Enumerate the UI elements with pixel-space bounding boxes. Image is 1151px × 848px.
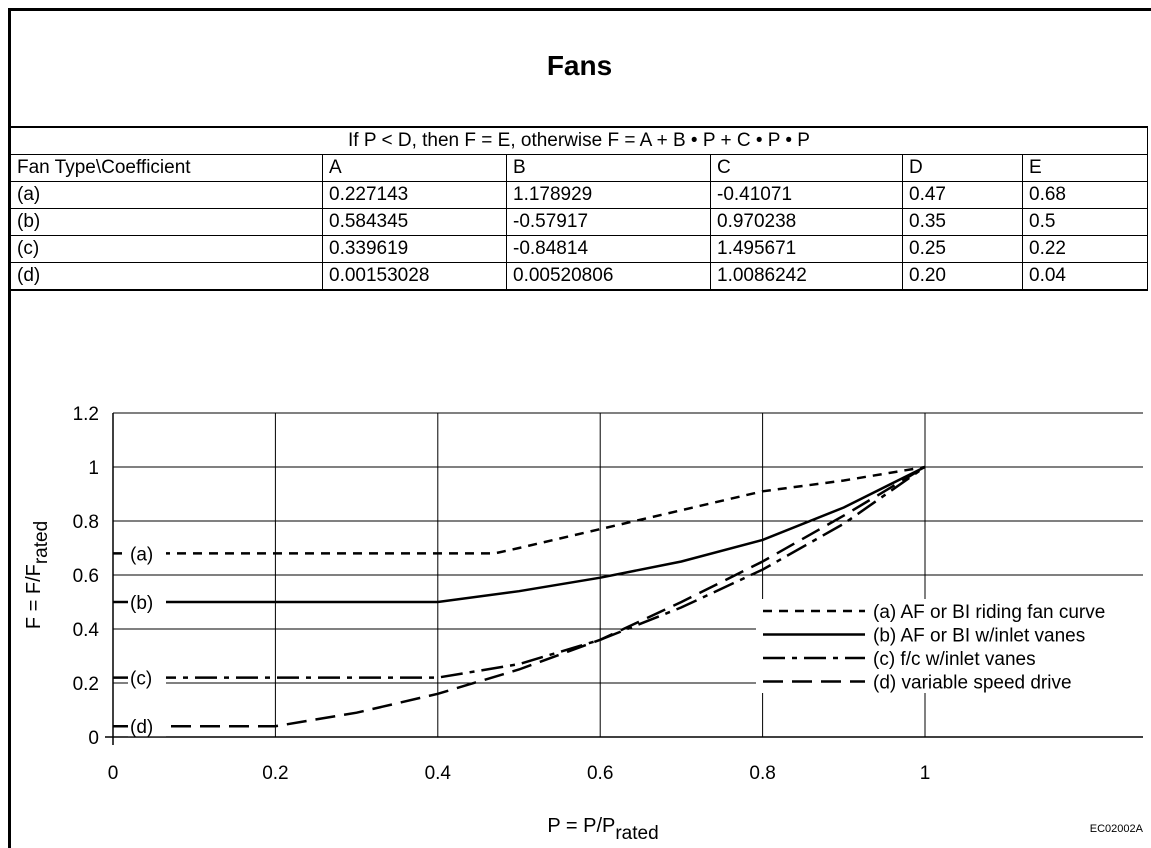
- table-cell: 0.68: [1022, 181, 1148, 209]
- legend-entry-bg: [756, 646, 1151, 670]
- figure-code: EC02002A: [1089, 823, 1143, 835]
- legend-entry-bg: [756, 599, 1151, 623]
- row-label: Fan Type\Coefficient: [10, 154, 323, 182]
- table-row: (a) 0.227143 1.178929 -0.41071 0.47 0.68: [10, 181, 1148, 209]
- x-tick-label: 1: [920, 763, 931, 784]
- series-label-bg: [128, 590, 166, 612]
- table-cell: 0.04: [1022, 262, 1148, 291]
- y-tick-label: 0.8: [73, 512, 99, 533]
- row-label: (a): [10, 181, 323, 209]
- y-tick-label: 1.2: [73, 404, 99, 425]
- y-tick-label: 0: [88, 728, 99, 749]
- table-row: (c) 0.339619 -0.84814 1.495671 0.25 0.22: [10, 235, 1148, 263]
- table-cell: B: [506, 154, 711, 182]
- table-cell: 1.0086242: [710, 262, 903, 291]
- table-cell: -0.41071: [710, 181, 903, 209]
- table-row: (d) 0.00153028 0.00520806 1.0086242 0.20 0.04: [10, 262, 1148, 291]
- series-label-bg: [128, 665, 166, 688]
- table-header-row: Fan Type\Coefficient A B C D E: [10, 154, 1148, 182]
- series-line: [113, 465, 926, 604]
- table-cell: 0.227143: [322, 181, 507, 209]
- y-tick-label: 0.2: [73, 674, 99, 695]
- x-tick-label: 0: [108, 763, 119, 784]
- row-label: (c): [10, 235, 323, 263]
- legend-label: (d) variable speed drive: [873, 673, 1072, 694]
- table-cell: E: [1022, 154, 1148, 182]
- coefficient-table: If P < D, then F = E, otherwise F = A + …: [10, 126, 1148, 291]
- x-tick-label: 0.8: [749, 763, 775, 784]
- table-cell: 0.339619: [322, 235, 507, 263]
- series-label-bg: [128, 714, 166, 737]
- table-cell: C: [710, 154, 903, 182]
- series-label: (b): [130, 593, 153, 614]
- table-cell: 0.584345: [322, 208, 507, 236]
- x-tick-label: 0.6: [587, 763, 613, 784]
- row-label: (d): [10, 262, 323, 291]
- x-axis-title: P = P/Prated: [547, 815, 658, 843]
- table-cell: 1.495671: [710, 235, 903, 263]
- row-label: (b): [10, 208, 323, 236]
- legend-entry-bg: [756, 622, 1151, 646]
- series-label-bg: [128, 541, 166, 564]
- table-cell: 0.00520806: [506, 262, 711, 291]
- y-tick-label: 0.6: [73, 566, 99, 587]
- y-tick-label: 0.4: [73, 620, 100, 641]
- y-tick-label: 1: [88, 458, 99, 479]
- table-cell: D: [902, 154, 1023, 182]
- table-cell: -0.57917: [506, 208, 711, 236]
- series-label: (c): [130, 669, 152, 690]
- x-tick-label: 0.2: [262, 763, 288, 784]
- coefficient-table-body: If P < D, then F = E, otherwise F = A + …: [10, 126, 1148, 291]
- y-axis-title: F = F/Frated: [23, 521, 52, 629]
- table-row: (b) 0.584345 -0.57917 0.970238 0.35 0.5: [10, 208, 1148, 236]
- series-label: (a): [130, 544, 153, 565]
- legend-label: (b) AF or BI w/inlet vanes: [873, 626, 1085, 647]
- legend-entry-bg: [756, 669, 1151, 693]
- series-line: [113, 465, 926, 555]
- x-tick-label: 0.4: [425, 763, 452, 784]
- series-label: (d): [130, 717, 153, 738]
- page-title: Fans: [546, 50, 613, 81]
- table-cell: -0.84814: [506, 235, 711, 263]
- table-cell: 0.00153028: [322, 262, 507, 291]
- series-line: [113, 465, 926, 728]
- table-cell: 0.22: [1022, 235, 1148, 263]
- table-cell: 0.20: [902, 262, 1023, 291]
- figure-frame: [8, 8, 1151, 848]
- legend-label: (a) AF or BI riding fan curve: [873, 602, 1105, 623]
- table-cell: 1.178929: [506, 181, 711, 209]
- legend-label: (c) f/c w/inlet vanes: [873, 649, 1036, 670]
